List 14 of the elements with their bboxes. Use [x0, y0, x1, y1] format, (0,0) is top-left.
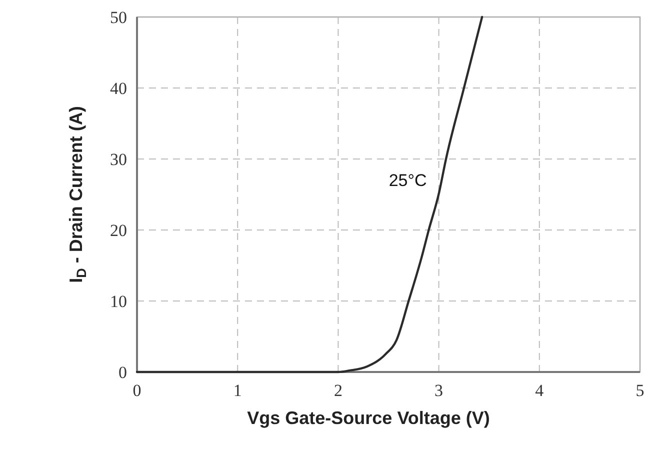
x-tick-label: 5 [636, 381, 644, 400]
x-tick-label: 1 [233, 381, 242, 400]
y-tick-label: 20 [110, 221, 127, 240]
y-tick-label: 30 [110, 150, 127, 169]
y-tick-label: 40 [110, 79, 127, 98]
annotation: 25°C [388, 170, 427, 190]
x-tick-label: 2 [334, 381, 342, 400]
x-axis-title: Vgs Gate-Source Voltage (V) [247, 408, 490, 428]
x-tick-label: 0 [132, 381, 142, 400]
x-tick-label: 4 [535, 381, 544, 400]
x-tick-label: 3 [434, 381, 444, 400]
y-tick-label: 50 [110, 8, 127, 27]
y-tick-label: 10 [110, 292, 127, 311]
y-tick-label: 0 [118, 363, 127, 382]
